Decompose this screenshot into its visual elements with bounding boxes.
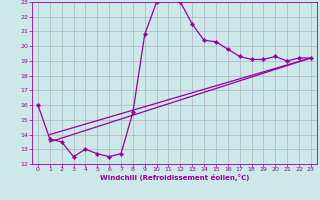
X-axis label: Windchill (Refroidissement éolien,°C): Windchill (Refroidissement éolien,°C): [100, 174, 249, 181]
